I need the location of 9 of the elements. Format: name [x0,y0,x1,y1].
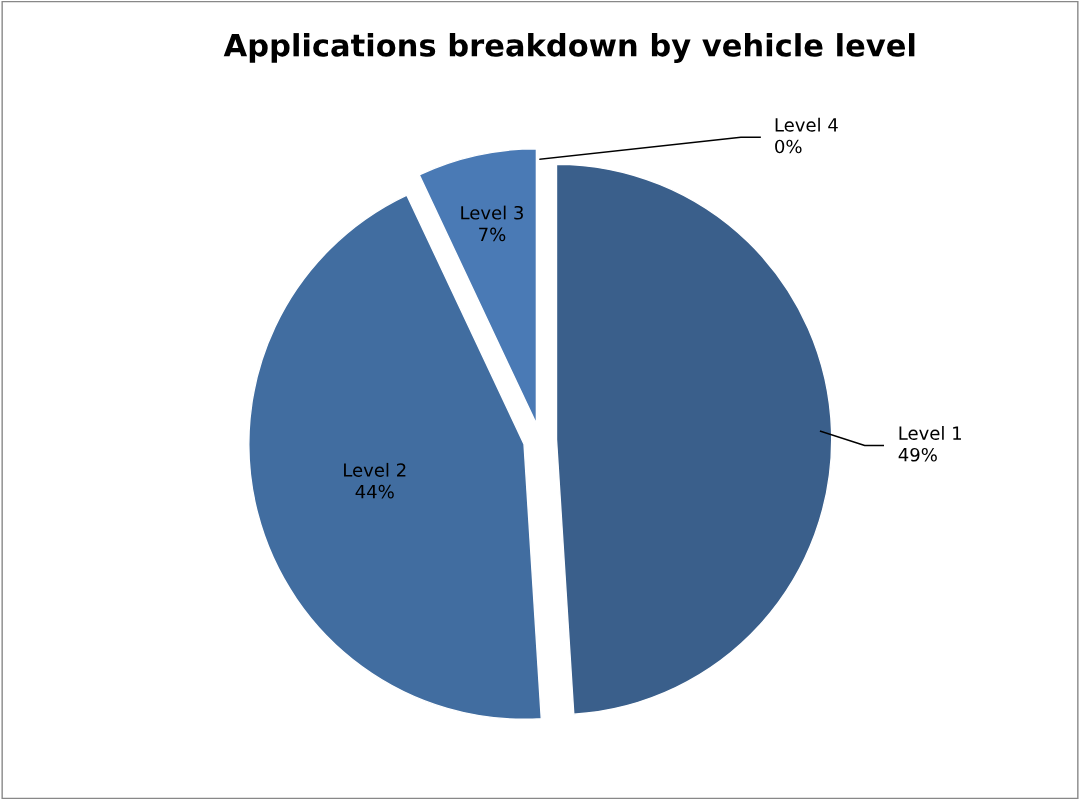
slice-label: Level 1 [899,425,961,440]
data-label: 44% [355,484,394,499]
category-label: Level 4 [775,117,838,132]
chart-title: Applications breakdown by vehicle level [223,33,915,63]
text: 0% [775,139,802,154]
slice-label: Level 2 [344,462,406,477]
data-label: 7% [479,227,506,242]
data-label: 49% [898,447,937,462]
slice-label: Level 3 [461,205,523,220]
